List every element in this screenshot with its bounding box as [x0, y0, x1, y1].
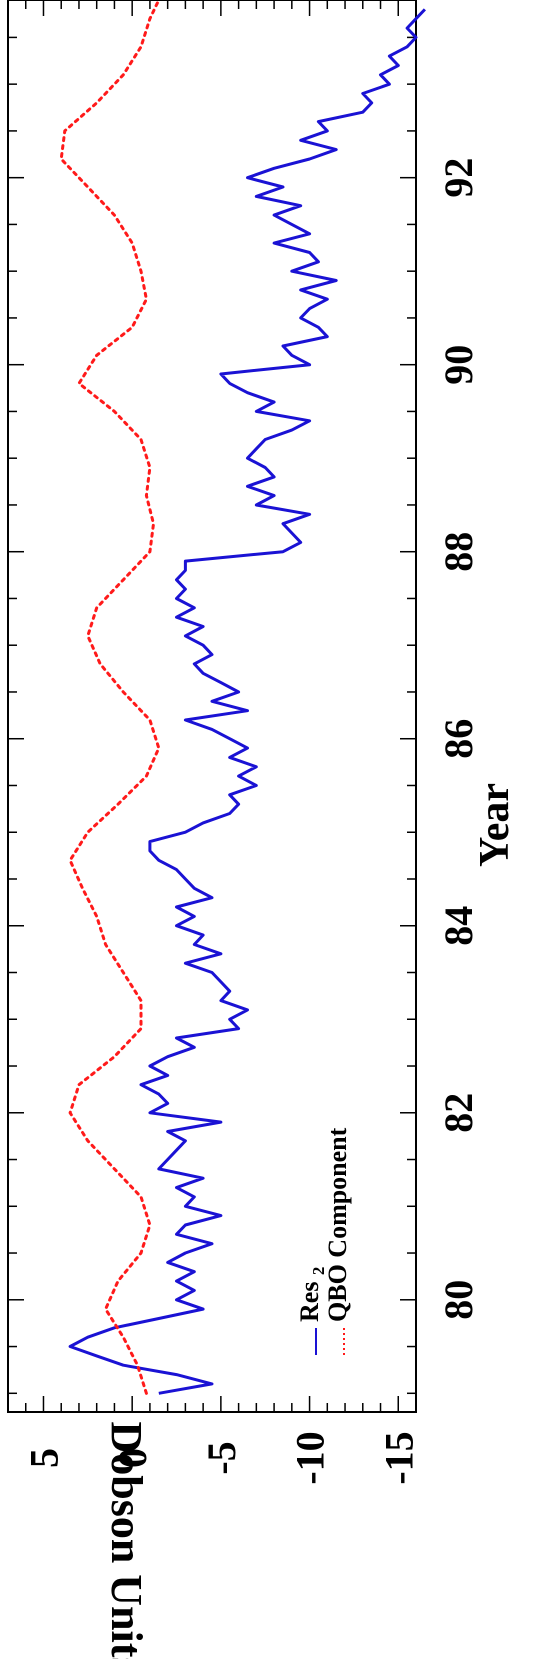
legend-label-res2-sub: 2	[309, 1267, 328, 1276]
y-tick-label: 0	[110, 1448, 155, 1468]
series-group	[59, 0, 426, 1395]
x-tick-label: 80	[436, 1280, 481, 1320]
series-qbo-line	[59, 0, 161, 1395]
y-tick-label: -5	[199, 1441, 244, 1474]
axis-ticks	[7, 0, 417, 1412]
legend-label-res2: Res 2	[295, 1267, 328, 1322]
x-tick-label: 84	[436, 906, 481, 946]
tick-labels: 80 82 84 86 88 90 92 5 0 -5 -10 -15	[21, 158, 481, 1485]
x-tick-label: 90	[436, 345, 481, 385]
x-tick-label: 86	[436, 719, 481, 759]
x-tick-label: 88	[436, 532, 481, 572]
legend-label-res2-main: Res	[295, 1282, 324, 1322]
x-tick-label: 92	[436, 158, 481, 198]
y-tick-label: -10	[288, 1431, 333, 1484]
legend-label-qbo: QBO Component	[323, 1127, 352, 1322]
y-axis-label: Dobson Units	[102, 1421, 151, 1659]
x-axis-label: Year	[472, 783, 518, 867]
plot-frame	[7, 0, 417, 1413]
x-tick-label: 82	[436, 1093, 481, 1133]
legend: Res 2 QBO Component	[295, 1127, 352, 1355]
y-tick-label: -15	[376, 1431, 421, 1484]
series-res2-line	[68, 8, 426, 1395]
y-tick-label: 5	[21, 1448, 66, 1468]
